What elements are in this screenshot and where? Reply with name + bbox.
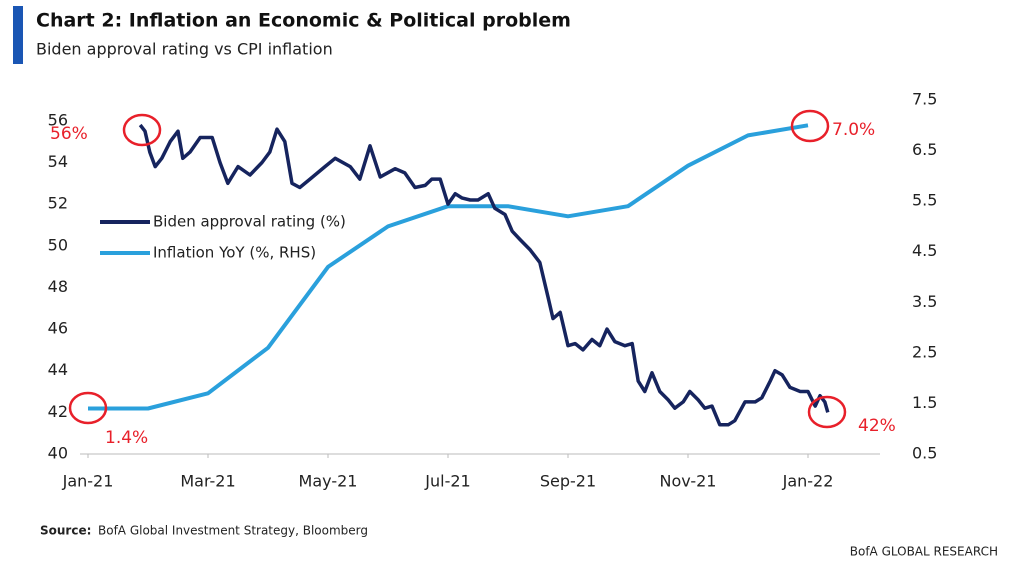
- x-tick-label: Jan-22: [782, 472, 834, 491]
- x-tick-label: Jul-21: [424, 472, 470, 491]
- y-tick-label: 42: [48, 402, 68, 421]
- title-bar: [13, 6, 23, 64]
- x-tick-label: May-21: [299, 472, 358, 491]
- x-tick-label: Mar-21: [180, 472, 235, 491]
- x-tick-label: Nov-21: [660, 472, 717, 491]
- y2-tick-label: 5.5: [912, 191, 937, 210]
- legend-label: Biden approval rating (%): [153, 213, 346, 231]
- y-tick-label: 56: [48, 110, 68, 129]
- y2-tick-label: 1.5: [912, 393, 937, 412]
- annotation-circle: [807, 395, 847, 429]
- y2-tick-label: 7.5: [912, 90, 937, 109]
- y-tick-label: 52: [48, 194, 68, 213]
- series-line: [88, 123, 809, 411]
- y2-tick-label: 3.5: [912, 292, 937, 311]
- annotation-circle: [68, 391, 108, 425]
- annotation-circle: [790, 109, 830, 143]
- annotation-circle: [122, 113, 162, 147]
- annotation: 7.0%: [832, 120, 875, 140]
- series-line: [138, 123, 830, 427]
- y-tick-label: 46: [48, 319, 68, 338]
- y-tick-label: 50: [48, 235, 68, 254]
- x-tick-label: Sep-21: [540, 472, 596, 491]
- chart-title: Chart 2: Inflation an Economic & Politic…: [36, 10, 571, 32]
- brand: BofA GLOBAL RESEARCH: [850, 545, 998, 559]
- annotation: 1.4%: [105, 428, 148, 448]
- source-label: Source:: [40, 524, 91, 538]
- y2-tick-label: 2.5: [912, 342, 937, 361]
- x-tick-label: Jan-21: [62, 472, 114, 491]
- annotation: 42%: [858, 416, 896, 436]
- y-tick-label: 44: [48, 360, 68, 379]
- chart-subtitle: Biden approval rating vs CPI inflation: [36, 40, 333, 59]
- y-tick-label: 48: [48, 277, 68, 296]
- y2-tick-label: 6.5: [912, 140, 937, 159]
- y2-tick-label: 0.5: [912, 444, 937, 463]
- y-tick-label: 54: [48, 152, 68, 171]
- source: BofA Global Investment Strategy, Bloombe…: [98, 524, 368, 538]
- legend-label: Inflation YoY (%, RHS): [153, 244, 316, 262]
- y2-tick-label: 4.5: [912, 241, 937, 260]
- y-tick-label: 40: [48, 444, 68, 463]
- annotation: 56%: [50, 124, 88, 144]
